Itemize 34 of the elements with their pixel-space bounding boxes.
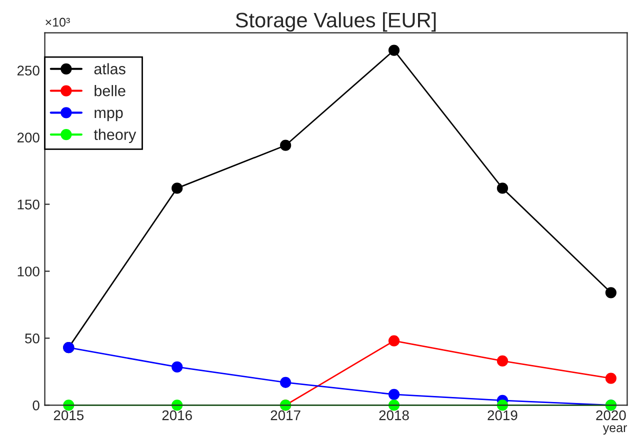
point (496, 355, 508, 367)
y-tick-label: 100 (18, 266, 40, 276)
x-tick-label: 2020 (596, 410, 626, 420)
x-tick-label: 2017 (270, 410, 300, 420)
x-tick-label: 2015 (54, 410, 84, 420)
point (63, 400, 74, 411)
legend-label: theory (94, 128, 136, 144)
y-tick-label: 50 (25, 334, 40, 344)
point (605, 287, 616, 298)
point (496, 182, 508, 194)
point (496, 400, 508, 411)
point (280, 376, 292, 388)
y-tick-label: 150 (18, 200, 40, 210)
x-tick-label: 2016 (162, 410, 192, 420)
x-axis-title: year (602, 425, 627, 435)
point (388, 335, 400, 346)
chart-title: Storage Values [EUR] (236, 12, 436, 32)
point (280, 140, 292, 151)
y-tick-label: 0 (32, 400, 40, 410)
legend-label: belle (94, 85, 126, 96)
point (388, 400, 400, 411)
x-tick-label: 2019 (488, 410, 518, 420)
legend-label: mpp (94, 110, 123, 122)
legend-label: atlas (94, 63, 126, 74)
point (388, 44, 400, 56)
x-tick-label: 2018 (379, 410, 409, 420)
point (605, 372, 616, 384)
point (172, 361, 183, 373)
point (172, 182, 183, 194)
point (388, 388, 400, 400)
text: ×10³ (46, 18, 70, 27)
y-tick-label: 200 (17, 132, 40, 142)
point (172, 400, 183, 411)
y-tick-label: 250 (17, 66, 40, 76)
